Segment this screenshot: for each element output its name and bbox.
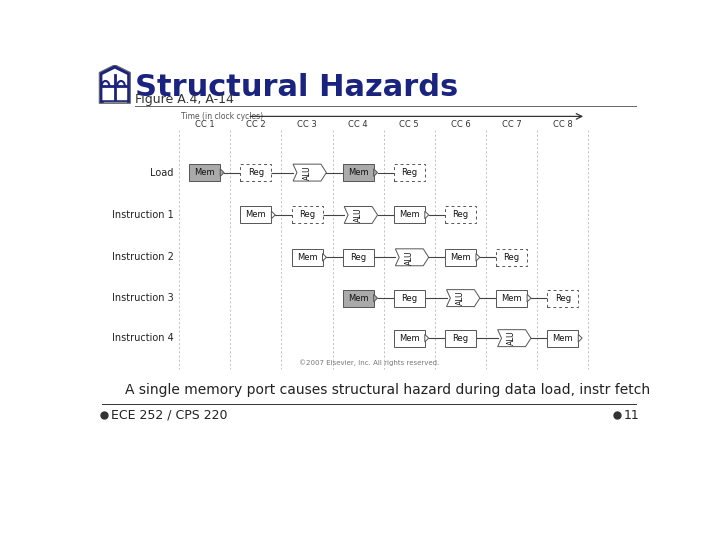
FancyBboxPatch shape (292, 206, 323, 224)
FancyBboxPatch shape (394, 164, 425, 181)
Polygon shape (425, 211, 428, 219)
FancyBboxPatch shape (496, 289, 527, 307)
Text: CC 2: CC 2 (246, 120, 266, 130)
Text: CC 6: CC 6 (451, 120, 470, 130)
Text: Instruction 4: Instruction 4 (112, 333, 174, 343)
Polygon shape (395, 249, 428, 266)
Text: Reg: Reg (299, 211, 315, 219)
FancyBboxPatch shape (292, 249, 323, 266)
Text: Figure A.4, A-14: Figure A.4, A-14 (135, 93, 234, 106)
FancyBboxPatch shape (394, 289, 425, 307)
Text: Reg: Reg (554, 294, 571, 302)
Text: Mem: Mem (246, 211, 266, 219)
Text: CC 3: CC 3 (297, 120, 317, 130)
Text: Structural Hazards: Structural Hazards (135, 72, 458, 102)
Polygon shape (527, 294, 531, 302)
Text: Instruction 1: Instruction 1 (112, 210, 174, 220)
FancyBboxPatch shape (445, 206, 476, 224)
Text: Mem: Mem (194, 168, 215, 177)
Polygon shape (446, 289, 480, 307)
FancyBboxPatch shape (394, 206, 425, 224)
Polygon shape (344, 206, 377, 224)
FancyBboxPatch shape (343, 164, 374, 181)
Polygon shape (293, 164, 326, 181)
Text: ALU: ALU (302, 165, 312, 180)
Text: Mem: Mem (348, 294, 369, 302)
Text: Reg: Reg (452, 334, 469, 343)
Text: Reg: Reg (452, 211, 469, 219)
Polygon shape (220, 169, 224, 177)
Text: ALU: ALU (405, 250, 414, 265)
Text: Mem: Mem (399, 334, 420, 343)
FancyBboxPatch shape (189, 164, 220, 181)
Polygon shape (498, 330, 531, 347)
Text: ALU: ALU (354, 208, 363, 222)
Text: Instruction 2: Instruction 2 (112, 252, 174, 262)
Text: Reg: Reg (350, 253, 366, 262)
FancyBboxPatch shape (394, 330, 425, 347)
Text: CC 5: CC 5 (400, 120, 419, 130)
Text: CC 1: CC 1 (195, 120, 215, 130)
Text: ©2007 Elsevier, Inc. All rights reserved.: ©2007 Elsevier, Inc. All rights reserved… (299, 360, 439, 366)
FancyBboxPatch shape (547, 330, 578, 347)
Text: Mem: Mem (450, 253, 471, 262)
Polygon shape (425, 334, 428, 342)
Polygon shape (476, 253, 480, 261)
Polygon shape (99, 65, 130, 103)
Polygon shape (271, 211, 275, 219)
Text: ALU: ALU (456, 291, 465, 306)
FancyBboxPatch shape (496, 249, 527, 266)
Text: ECE 252 / CPS 220: ECE 252 / CPS 220 (111, 409, 228, 422)
FancyBboxPatch shape (343, 249, 374, 266)
Text: A single memory port causes structural hazard during data load, instr fetch: A single memory port causes structural h… (125, 383, 650, 397)
FancyBboxPatch shape (445, 330, 476, 347)
Text: Instruction 3: Instruction 3 (112, 293, 174, 303)
Text: Reg: Reg (248, 168, 264, 177)
Text: CC 8: CC 8 (553, 120, 572, 130)
Text: CC 4: CC 4 (348, 120, 368, 130)
Polygon shape (578, 334, 582, 342)
FancyBboxPatch shape (240, 164, 271, 181)
Text: Time (in clock cycles): Time (in clock cycles) (181, 112, 263, 121)
Text: Mem: Mem (552, 334, 573, 343)
FancyBboxPatch shape (343, 289, 374, 307)
Text: Reg: Reg (401, 294, 418, 302)
Text: Reg: Reg (503, 253, 520, 262)
Text: Mem: Mem (297, 253, 318, 262)
Polygon shape (323, 253, 326, 261)
FancyBboxPatch shape (547, 289, 578, 307)
Text: ALU: ALU (507, 331, 516, 346)
Text: 11: 11 (624, 409, 640, 422)
Polygon shape (374, 294, 377, 302)
FancyBboxPatch shape (445, 249, 476, 266)
Polygon shape (374, 169, 377, 177)
Polygon shape (102, 69, 127, 100)
Text: Mem: Mem (501, 294, 522, 302)
Text: Mem: Mem (348, 168, 369, 177)
Text: Reg: Reg (401, 168, 418, 177)
Text: Load: Load (150, 167, 174, 178)
Text: Mem: Mem (399, 211, 420, 219)
FancyBboxPatch shape (240, 206, 271, 224)
Text: CC 7: CC 7 (502, 120, 521, 130)
